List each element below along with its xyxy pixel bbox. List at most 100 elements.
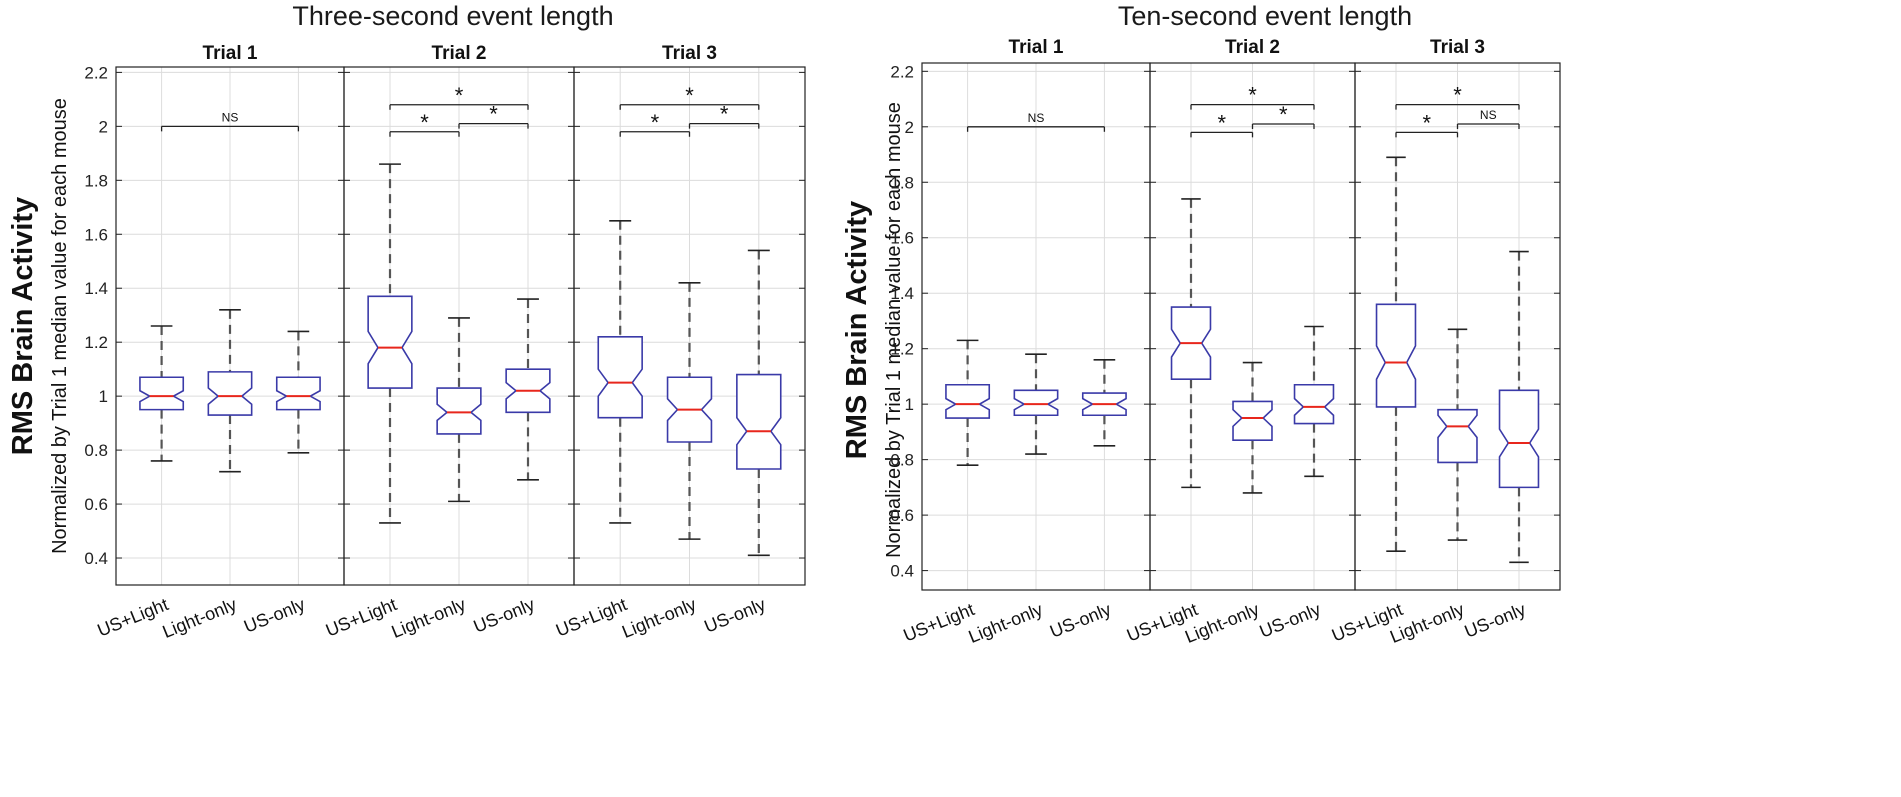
box-us-light	[597, 219, 643, 524]
significance-bracket: NS	[160, 110, 300, 132]
y-tick-label: 1.2	[890, 340, 914, 359]
box-light-only	[436, 317, 482, 503]
x-category-label: Light-only	[160, 594, 240, 642]
notched-box	[945, 383, 991, 419]
box-us-light	[139, 325, 185, 462]
notched-box	[1293, 383, 1335, 425]
y-tick-label: 1.4	[84, 279, 108, 298]
box-light-only	[1013, 353, 1059, 455]
y-tick-label: 0.4	[84, 549, 108, 568]
y-tick-label: 0.6	[84, 495, 108, 514]
x-category-label: Light-only	[966, 599, 1046, 647]
box-us-only	[275, 330, 321, 454]
significance-bracket: NS	[966, 111, 1106, 132]
notched-box	[1498, 389, 1540, 489]
notched-box	[139, 376, 185, 411]
box-light-only	[207, 309, 253, 473]
significance-bracket: *	[389, 110, 460, 137]
significance-bracket: *	[389, 83, 529, 110]
y-axis-sublabel: Normalized by Trial 1 median value for e…	[883, 102, 905, 558]
significance-bracket: *	[619, 110, 691, 137]
significance-label: NS	[1028, 111, 1045, 125]
notched-box	[367, 295, 413, 389]
panel-title: Trial 2	[432, 43, 487, 64]
panel-title: Trial 3	[1430, 37, 1485, 58]
notched-box	[207, 371, 253, 416]
box-us-light	[1170, 198, 1212, 489]
significance-label: *	[455, 83, 464, 108]
x-category-label: US+Light	[94, 594, 171, 640]
y-tick-label: 0.4	[890, 562, 914, 581]
significance-bracket: *	[1395, 110, 1459, 138]
x-category-label: US-only	[1462, 599, 1529, 642]
panel-frame	[1354, 62, 1561, 591]
box-us-light	[945, 339, 991, 466]
significance-bracket: *	[1251, 102, 1315, 130]
box-us-light	[367, 163, 413, 524]
x-category-label: US+Light	[323, 594, 400, 640]
significance-bracket: *	[1190, 83, 1315, 110]
significance-label: *	[720, 102, 729, 127]
y-axis-label: RMS Brain Activity	[841, 201, 873, 459]
significance-bracket: *	[458, 102, 529, 129]
box-us-only	[505, 298, 551, 481]
significance-bracket: *	[1190, 110, 1254, 138]
y-tick-label: 2.2	[84, 63, 108, 82]
notched-box	[1437, 408, 1478, 464]
panel-title: Trial 1	[203, 43, 258, 64]
significance-label: NS	[1480, 108, 1497, 122]
y-axis-sublabel: Normalized by Trial 1 median value for e…	[49, 98, 71, 554]
panel-title: Trial 2	[1225, 37, 1280, 58]
significance-label: *	[1453, 83, 1462, 108]
chart-three-second: Three-second event length RMS Brain Activ…	[7, 1, 806, 642]
notched-box	[275, 376, 321, 411]
significance-label: NS	[222, 110, 239, 124]
significance-label: *	[489, 102, 498, 127]
x-category-label: Light-only	[389, 594, 469, 642]
panel-title: Trial 3	[662, 43, 717, 64]
y-tick-label: 0.6	[890, 506, 914, 525]
notched-box	[1375, 303, 1417, 408]
chart-title: Three-second event length	[292, 1, 613, 31]
y-tick-label: 1.6	[84, 225, 108, 244]
y-tick-label: 2	[905, 118, 914, 137]
box-us-light	[1375, 156, 1417, 552]
x-category-label: US-only	[1257, 599, 1324, 642]
y-tick-label: 1.8	[890, 173, 914, 192]
box-us-only	[736, 249, 782, 557]
significance-label: *	[1279, 102, 1288, 127]
box-us-only	[1293, 325, 1335, 478]
y-tick-label: 2	[99, 117, 108, 136]
box-us-only	[1081, 358, 1127, 447]
y-tick-label: 1	[905, 395, 914, 414]
x-category-label: US-only	[701, 594, 768, 637]
x-category-label: US+Light	[553, 594, 630, 640]
x-category-label: US-only	[471, 594, 538, 637]
y-tick-label: 1.4	[890, 284, 914, 303]
significance-bracket: *	[1395, 83, 1520, 110]
notched-box	[436, 387, 482, 435]
box-light-only	[1437, 328, 1478, 541]
y-tick-label: 1.2	[84, 333, 108, 352]
y-tick-label: 0.8	[84, 441, 108, 460]
x-category-label: US-only	[1047, 599, 1114, 642]
panel-title: Trial 1	[1009, 37, 1064, 58]
box-light-only	[1232, 361, 1273, 494]
notched-box	[736, 373, 782, 470]
notched-box	[1013, 389, 1059, 417]
box-light-only	[666, 282, 713, 540]
significance-label: *	[420, 110, 429, 135]
box-us-only	[1498, 250, 1540, 564]
x-category-label: US-only	[241, 594, 308, 637]
significance-label: *	[685, 83, 694, 108]
y-tick-label: 1	[99, 387, 108, 406]
notched-box	[1232, 400, 1273, 442]
significance-label: *	[1248, 83, 1257, 108]
